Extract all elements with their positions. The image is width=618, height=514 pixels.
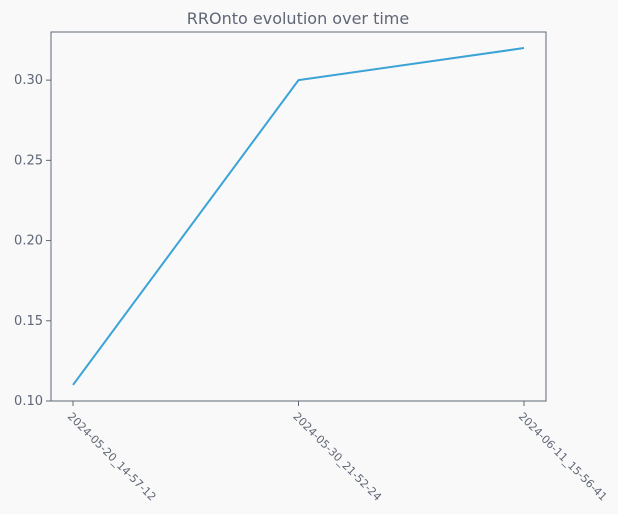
series-layer xyxy=(72,47,525,386)
y-tick-label: 0.30 xyxy=(14,73,43,88)
series-line xyxy=(72,47,525,386)
y-tick-label: 0.25 xyxy=(14,153,43,168)
y-axis: 0.10 0.15 0.20 0.25 0.30 xyxy=(14,73,51,409)
chart-title: RROnto evolution over time xyxy=(187,9,409,28)
y-tick-label: 0.10 xyxy=(14,394,43,409)
y-tick-label: 0.20 xyxy=(14,234,43,249)
y-tick-label: 0.15 xyxy=(14,314,43,329)
